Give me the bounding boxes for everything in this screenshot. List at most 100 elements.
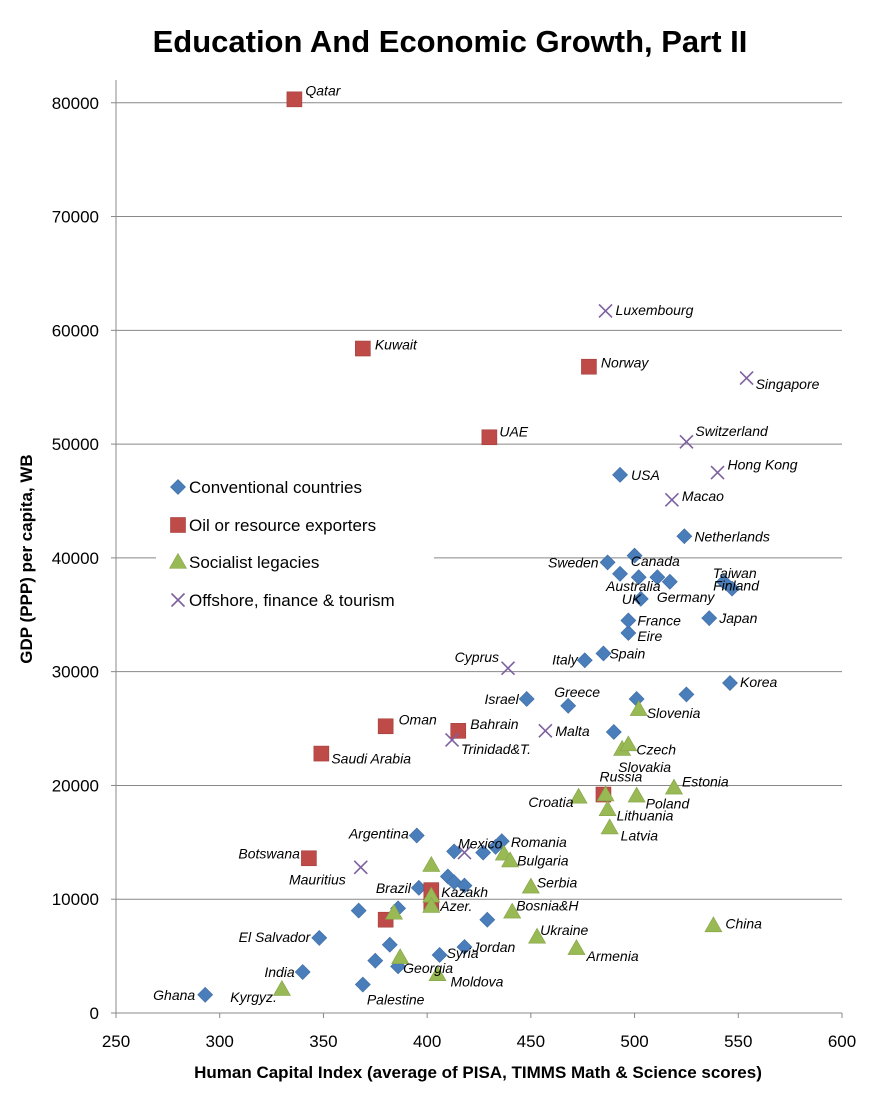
data-point-triangle [428,965,447,981]
data-point-diamond [431,947,448,963]
data-point-diamond [701,610,718,627]
data-point-x [353,860,368,875]
data-point-diamond [479,911,496,928]
point-label: Hong Kong [728,457,798,473]
point-label: Greece [554,684,600,700]
data-point-diamond [354,976,371,993]
data-point-triangle [569,787,588,804]
x-tick-label: 450 [517,1032,545,1051]
point-label: Mauritius [289,871,346,887]
data-point-triangle [384,903,403,920]
data-point-triangle [503,902,522,919]
point-label: Taiwan [713,565,757,581]
data-point-diamond [381,936,398,953]
x-axis-title: Human Capital Index (average of PISA, TI… [194,1063,762,1082]
point-label: USA [631,467,660,483]
y-tick-label: 0 [90,1004,99,1023]
data-point-square [377,718,394,735]
point-label: Romania [511,834,567,850]
data-point-diamond [620,612,637,629]
point-label: Netherlands [694,528,770,544]
point-label: Israel [484,691,519,707]
data-point-diamond [576,652,593,669]
data-point-diamond [456,877,473,894]
point-label: Eire [637,628,662,644]
data-point-diamond [678,686,695,703]
x-tick-label: 500 [620,1032,648,1051]
y-tick-label: 80000 [52,94,99,113]
data-point-diamond [620,625,637,641]
data-point-diamond [630,569,647,586]
point-label: Moldova [451,973,504,989]
data-point-triangle [664,778,683,795]
y-tick-label: 10000 [52,890,99,909]
data-point-diamond [560,697,577,714]
data-point-x [444,732,460,747]
legend-label: Conventional countries [189,478,362,497]
data-point-diamond [350,902,367,919]
data-point-diamond [632,590,649,607]
point-label: Czech [636,741,676,757]
legend-marker-triangle [168,552,188,569]
point-label: Jordan [471,939,515,955]
data-point-diamond [676,528,693,545]
point-label: Korea [740,674,778,690]
data-point-diamond [605,724,622,740]
point-label: Italy [552,651,579,667]
y-axis-title: GDP (PPP) per capita, WB [17,454,36,663]
point-label: Ghana [153,987,195,1003]
data-point-diamond [661,573,678,590]
point-label: El Salvador [239,929,312,945]
x-tick-label: 300 [206,1032,234,1051]
data-point-diamond [599,554,616,571]
point-label: Finland [713,578,760,594]
point-label: France [637,612,681,628]
data-point-triangle [521,877,540,894]
data-point-x [500,661,516,676]
data-point-diamond [612,565,628,582]
point-label: Lithuania [617,807,674,823]
data-point-diamond [649,569,666,586]
point-label: Japan [718,610,757,626]
x-axis-ticks: 250 300 350 400 450 500 550 600 [102,1013,856,1051]
data-point-triangle [600,818,619,835]
point-label: Bosnia&H [516,898,579,914]
point-label: Serbia [537,875,578,891]
y-tick-label: 20000 [52,776,99,795]
data-point-diamond [595,645,612,662]
point-label: Botswana [238,845,300,861]
data-point-triangle [567,939,586,955]
point-label: Oman [399,711,437,727]
point-label: Brazil [376,880,412,896]
data-point-square [301,850,317,867]
point-label: India [264,964,295,980]
point-label: Estonia [682,774,729,790]
point-label: Bahrain [470,716,518,732]
y-axis-ticks: 0 10000 20000 30000 40000 50000 60000 70000 8000… [52,94,116,1023]
point-label: Macao [682,488,724,504]
data-point-square [355,340,371,357]
point-label: Croatia [528,794,573,810]
data-point-triangle [528,927,547,944]
point-label: UAE [499,423,528,439]
point-label: Switzerland [695,423,769,439]
data-point-triangle [627,786,646,803]
data-point-diamond [408,827,425,844]
point-label: Azer. [439,898,472,914]
data-point-triangle [391,948,410,964]
data-point-square [313,745,330,762]
legend-background [156,467,434,622]
point-label: Syria [447,945,479,961]
point-label: Malta [555,723,589,739]
data-point-triangle [598,800,617,817]
data-point-diamond [612,466,628,483]
point-label: Kazakh [441,884,488,900]
x-tick-label: 550 [724,1032,752,1051]
legend-label: Offshore, finance & tourism [189,591,395,610]
data-point-triangle [422,896,441,913]
axes [115,80,842,1014]
point-label: Australia [605,578,661,594]
y-tick-label: 40000 [52,549,99,568]
point-label: Slovenia [647,705,701,721]
